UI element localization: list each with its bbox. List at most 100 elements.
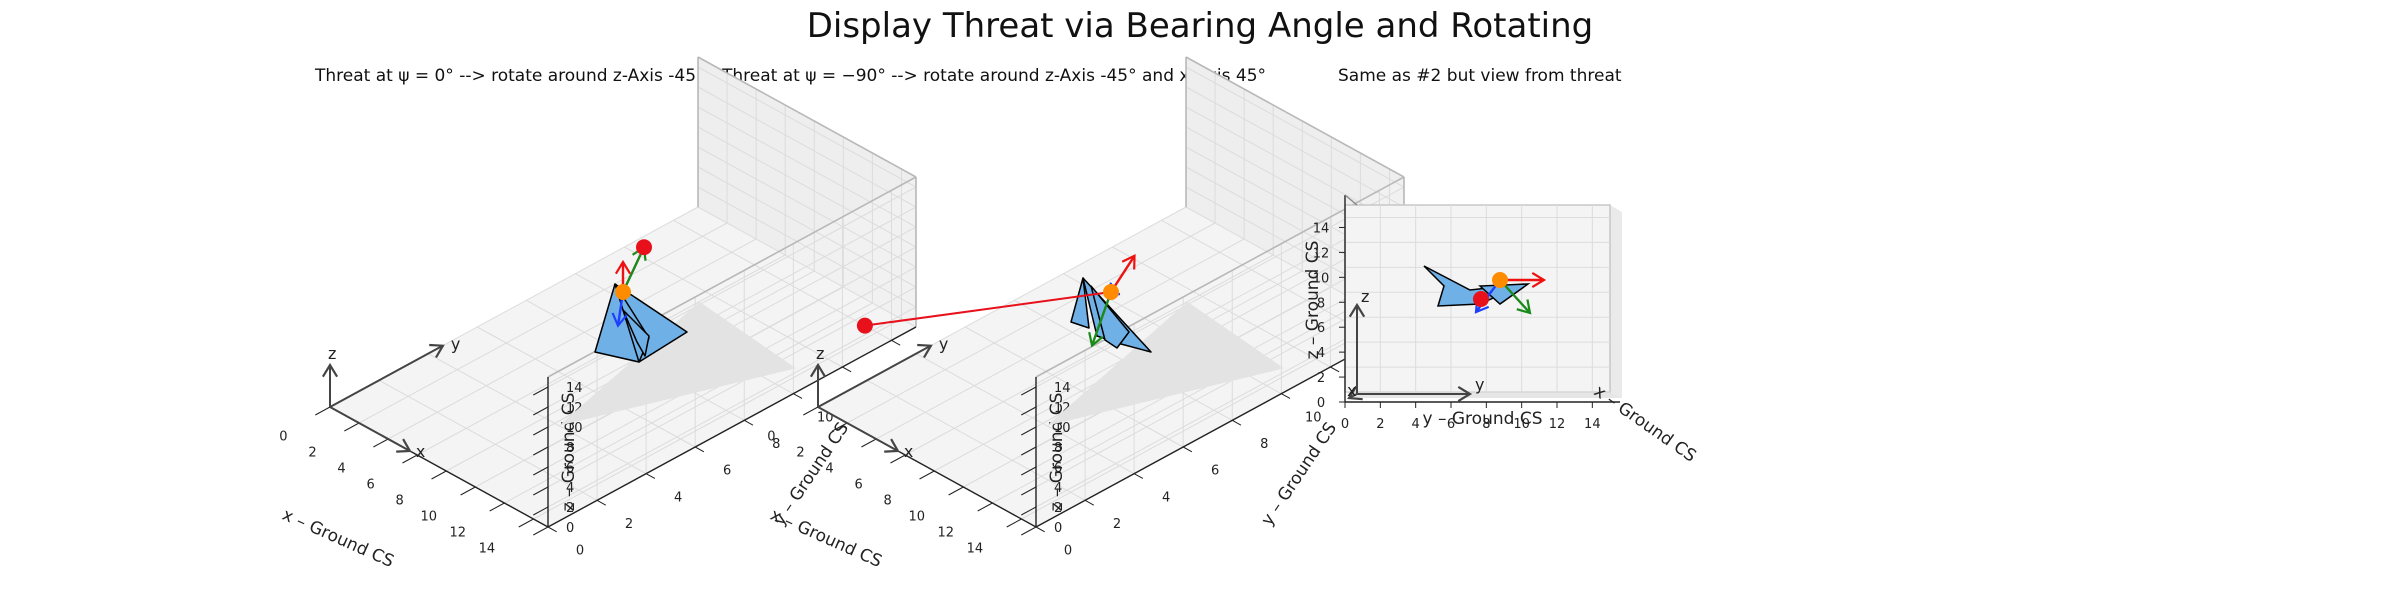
z-tick [533, 506, 549, 516]
frame-y-label: y [451, 335, 460, 354]
z-tick-label: 10 [1054, 421, 1071, 436]
subplot-2-title: Threat at ψ = −90° --> rotate around z-A… [722, 66, 1267, 86]
y-tick-label: 14 [1584, 417, 1601, 432]
frame-y-arrow-head [429, 343, 445, 359]
y-tick-label: 10 [1513, 417, 1530, 432]
y-axis-title: y – Ground CS [1423, 409, 1543, 429]
z-tick [533, 426, 549, 436]
y-axis-line [1035, 326, 1405, 528]
z-tick [1021, 466, 1037, 476]
x-tick [344, 422, 360, 432]
y-tick [842, 366, 852, 373]
grid-line [1185, 66, 1405, 188]
y-tick-label: 0 [576, 544, 584, 559]
vector-z-head [1121, 254, 1136, 270]
z-tick-label: 4 [566, 481, 574, 496]
x-tick [832, 422, 848, 432]
vector-z-head [614, 259, 632, 275]
y-tick-label: 2 [1113, 517, 1121, 532]
y-tick-label: 12 [1549, 417, 1566, 432]
z-tick-label: 14 [1313, 221, 1330, 236]
grid-line [1035, 186, 1405, 388]
vector-y [621, 246, 646, 293]
z-tick-label: 2 [1054, 501, 1062, 516]
grid-line [875, 238, 1245, 440]
frame-x-label: x [416, 442, 425, 461]
z-tick [1021, 526, 1037, 536]
grid-line [1035, 306, 1405, 508]
y-tick [1084, 499, 1095, 506]
subplot-3-title: Same as #2 but view from threat [1338, 66, 1622, 86]
y-tick-label: 8 [772, 437, 780, 452]
x-tick-label: 14 [479, 541, 496, 556]
z-tick-label: 0 [1054, 521, 1062, 536]
z-axis-title: z – Ground CS [559, 393, 579, 512]
z-tick [533, 486, 549, 496]
z-tick [1021, 446, 1037, 456]
pane-edge [1035, 176, 1405, 378]
z-tick-label: 14 [1054, 381, 1071, 396]
y-tick [1330, 366, 1340, 373]
z-tick-label: 12 [1313, 246, 1330, 261]
z-tick-label: 8 [1054, 441, 1062, 456]
z-tick [1021, 426, 1037, 436]
y-tick-label: 8 [1260, 437, 1268, 452]
grid-line [624, 246, 843, 368]
vector-y-head [1088, 331, 1104, 348]
y-tick-label: 8 [1482, 417, 1490, 432]
frame-x-arrow-head [396, 438, 412, 453]
threat-point [856, 317, 873, 334]
threat-point [1473, 291, 1489, 307]
origin-point [1103, 284, 1119, 300]
x-tick-label: 10 [420, 509, 437, 524]
frame-z-label: z [816, 344, 824, 363]
frame-y-arrow-head [1457, 385, 1473, 403]
z-tick [1021, 486, 1037, 496]
y-tick [1281, 393, 1291, 399]
z-tick-label: 0 [1317, 396, 1325, 411]
y-tick-label: 4 [1162, 490, 1170, 505]
x-tick [373, 438, 389, 448]
x-tick-label: 6 [854, 477, 862, 492]
z-tick [1021, 406, 1037, 416]
x-tick [431, 470, 447, 480]
pane-side [1610, 205, 1622, 398]
y-axis-line [547, 326, 917, 528]
z-tick-label: 8 [1317, 296, 1325, 311]
grid-line [846, 222, 1216, 424]
subplot-1: 024681012140246810121402468101214x – Gro… [279, 56, 932, 572]
y-tick-label: 2 [1376, 417, 1384, 432]
grid-line [416, 254, 786, 456]
frame-x-label: x [904, 442, 913, 461]
z-axis-title: z – Ground CS [1303, 241, 1323, 360]
z-tick-label: 14 [566, 381, 583, 396]
z-tick [1021, 506, 1037, 516]
z-tick [533, 406, 549, 416]
x-tick [315, 406, 331, 416]
frame-y-arrow [817, 344, 932, 408]
frame-x-arrow-head [1347, 385, 1363, 401]
threat-point [636, 239, 652, 256]
y-tick [694, 446, 705, 453]
grid-line [387, 238, 757, 440]
y-tick-label: 6 [1211, 464, 1219, 479]
x-tick-label: 14 [967, 541, 984, 556]
vector-y-head [1516, 299, 1532, 315]
y-tick [793, 393, 803, 399]
y-tick [891, 339, 901, 346]
origin-point [615, 284, 631, 300]
subplot-2: 024681012140246810121402468101214x – Gro… [767, 56, 1420, 572]
x-axis-title: x – Ground CS [1590, 381, 1700, 466]
x-tick [489, 502, 505, 512]
frame-x-arrow [817, 406, 899, 452]
grid-line [697, 66, 917, 188]
y-tick-label: 4 [1412, 417, 1420, 432]
x-tick-label: 2 [796, 445, 804, 460]
subplot-3: 0 2 4 6 8 10 12 14 0 2 4 6 8 10 12 14 y – Ground CS z – G… [1303, 194, 1700, 467]
y-tick [596, 499, 607, 506]
x-axis-title: x – Ground CS [767, 505, 885, 572]
y-tick-label: 6 [1447, 417, 1455, 432]
z-tick [1021, 386, 1037, 396]
